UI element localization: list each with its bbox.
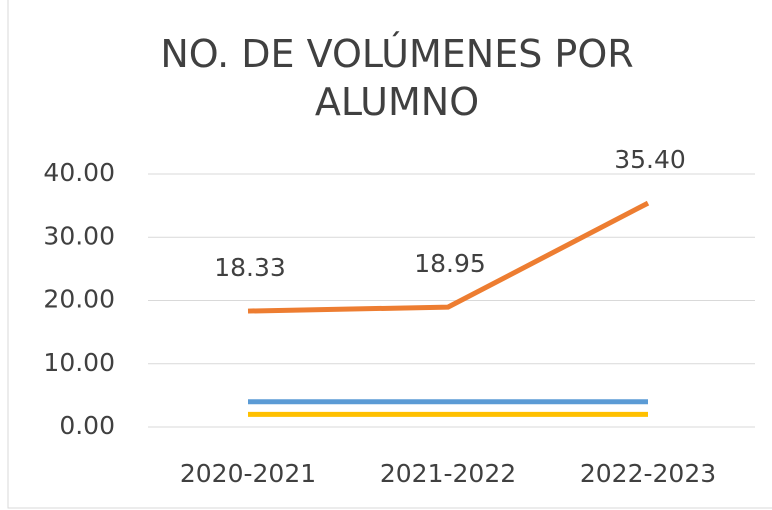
y-tick-label: 0.00 [59,411,115,440]
y-tick-label: 20.00 [43,285,115,314]
chart-border [7,0,772,509]
y-tick-label: 10.00 [43,348,115,377]
data-label: 35.40 [614,145,686,174]
y-tick-label: 40.00 [43,158,115,187]
x-tick-label: 2021-2022 [380,459,516,488]
data-label: 18.95 [414,249,486,278]
chart-title: NO. DE VOLÚMENES POR ALUMNO [160,32,634,124]
series-line [247,200,650,314]
x-tick-label: 2022-2023 [580,459,716,488]
data-label: 18.33 [214,253,286,282]
y-tick-label: 30.00 [43,221,115,250]
x-tick-label: 2020-2021 [180,459,316,488]
